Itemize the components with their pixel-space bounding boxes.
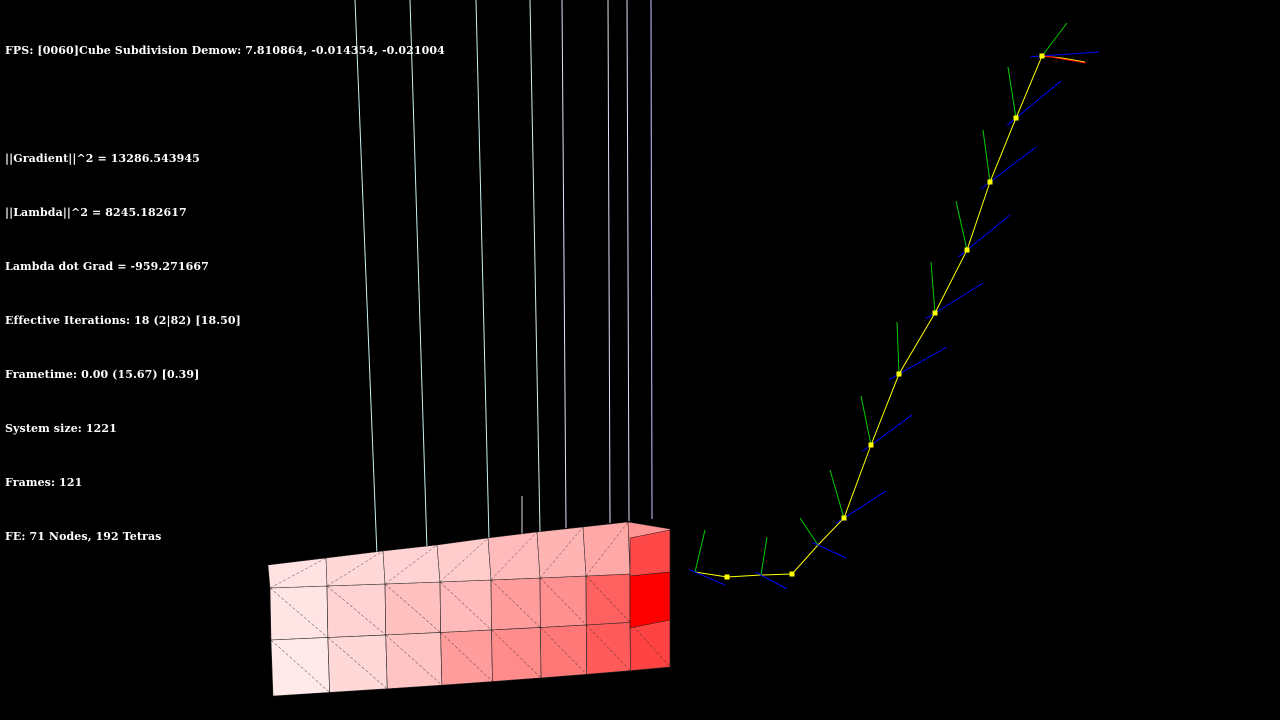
mesh-diagonal — [439, 581, 492, 631]
mesh-diagonal — [326, 585, 386, 636]
mesh-top-cell — [582, 521, 631, 577]
mesh-cell — [629, 619, 671, 671]
mesh-cell — [539, 575, 587, 628]
mesh-diagonal — [586, 624, 631, 671]
frame-normal — [1007, 66, 1017, 119]
constraint-line — [561, 0, 567, 529]
mesh-diagonal — [326, 550, 384, 587]
fps-readout: FPS: [0060]Cube Subdivision Demow: 7.810… — [5, 44, 445, 57]
mesh-cell — [270, 637, 330, 697]
rod-node — [1039, 53, 1045, 59]
mesh-diagonal — [440, 632, 493, 682]
frame-binormal — [688, 568, 726, 586]
mesh-end-cell — [629, 571, 671, 629]
mesh-cell — [440, 629, 493, 686]
frame-binormal — [812, 541, 847, 559]
constraint-line — [607, 0, 611, 524]
constraint-line — [650, 0, 653, 520]
mesh-diagonal — [269, 557, 327, 589]
rod-node — [724, 574, 730, 580]
fe-cube-mesh — [267, 521, 671, 697]
mesh-top-cell — [536, 526, 587, 579]
hud-spacer — [5, 96, 445, 114]
mesh-cell — [491, 627, 542, 682]
rod-node — [841, 515, 847, 521]
mesh-top-cell — [487, 531, 541, 581]
mesh-cell — [385, 632, 443, 690]
mesh-diagonal — [385, 634, 443, 686]
mesh-diagonal — [327, 637, 388, 689]
fe-stats-readout: FE: 71 Nodes, 192 Tetras — [5, 530, 162, 543]
frame-normal — [955, 200, 968, 251]
mesh-diagonal — [585, 521, 629, 577]
mesh-diagonal — [491, 629, 542, 679]
frame-normal — [930, 261, 936, 314]
rod-centerline — [694, 55, 1086, 578]
frame-normal — [896, 321, 900, 375]
mesh-cell — [585, 622, 631, 675]
constraint-line — [475, 0, 490, 541]
frame-normal — [799, 517, 819, 546]
mesh-diagonal — [439, 537, 489, 583]
mesh-diagonal — [384, 544, 438, 585]
constraint-line — [409, 0, 428, 551]
mesh-diagonal — [539, 577, 587, 626]
mesh-diagonal — [540, 627, 587, 675]
mesh-cell — [490, 577, 541, 631]
constraint-line — [626, 0, 630, 522]
mesh-diagonal — [269, 587, 329, 638]
frame-binormal — [755, 571, 788, 590]
iterations-readout: Effective Iterations: 18 (2|82) [18.50] — [5, 314, 241, 327]
frame-normal — [982, 129, 991, 183]
rod-node — [896, 371, 902, 377]
debug-overlay: FPS: [0060]Cube Subdivision Demow: 7.810… — [5, 6, 445, 582]
rod-node — [1013, 115, 1019, 121]
frame-normal — [760, 536, 768, 576]
mesh-diagonal — [270, 639, 330, 693]
rod-node — [932, 310, 938, 316]
mesh-cell — [540, 624, 588, 679]
mesh-diagonal — [585, 575, 631, 623]
rod-node — [964, 247, 970, 253]
frame-normal — [694, 529, 706, 573]
rod-node — [868, 442, 874, 448]
mesh-cell — [327, 634, 388, 693]
rod-node — [987, 179, 993, 185]
mesh-cell — [326, 583, 387, 638]
frame-normal — [1041, 22, 1068, 57]
frametime-readout: Frametime: 0.00 (15.67) [0.39] — [5, 368, 200, 381]
mesh-end-cell — [629, 529, 671, 577]
system-size-readout: System size: 1221 — [5, 422, 117, 435]
mesh-diagonal — [490, 531, 538, 581]
mesh-diagonal — [490, 579, 541, 628]
constraint-line — [529, 0, 541, 533]
frame-tangent — [1044, 55, 1087, 64]
elastic-rod — [688, 22, 1100, 590]
lambda-readout: ||Lambda||^2 = 8245.182617 — [5, 206, 187, 219]
mesh-diagonal — [384, 583, 441, 633]
frames-readout: Frames: 121 — [5, 476, 83, 489]
frame-normal — [860, 395, 872, 446]
gradient-readout: ||Gradient||^2 = 13286.543945 — [5, 152, 200, 165]
rod-node — [789, 571, 795, 577]
mesh-diagonal — [539, 526, 584, 579]
lambda-dot-grad-readout: Lambda dot Grad = -959.271667 — [5, 260, 209, 273]
constraint-lines — [354, 0, 653, 557]
mesh-cell — [269, 585, 329, 641]
frame-normal — [829, 469, 845, 519]
constraint-line — [354, 0, 378, 557]
